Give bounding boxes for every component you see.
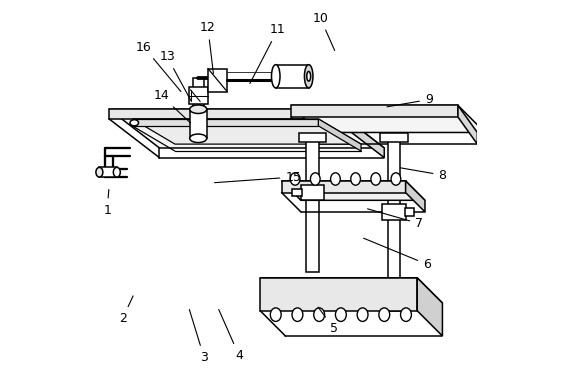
Polygon shape — [109, 109, 384, 148]
Polygon shape — [291, 105, 485, 133]
Polygon shape — [260, 278, 417, 311]
Polygon shape — [388, 140, 400, 311]
Ellipse shape — [304, 65, 313, 88]
Text: 1: 1 — [103, 189, 111, 217]
Ellipse shape — [351, 173, 361, 185]
Text: 12: 12 — [200, 21, 216, 74]
Ellipse shape — [371, 173, 380, 185]
Polygon shape — [417, 278, 442, 336]
Ellipse shape — [311, 173, 320, 185]
Ellipse shape — [270, 308, 281, 321]
Polygon shape — [382, 204, 405, 220]
Ellipse shape — [400, 308, 412, 321]
Text: 16: 16 — [136, 41, 181, 91]
Polygon shape — [208, 68, 227, 92]
Polygon shape — [109, 109, 334, 119]
Text: 9: 9 — [387, 93, 433, 107]
Polygon shape — [380, 133, 408, 142]
Polygon shape — [189, 87, 208, 104]
Polygon shape — [301, 185, 324, 200]
Polygon shape — [132, 119, 319, 126]
Ellipse shape — [190, 105, 207, 114]
Polygon shape — [193, 78, 204, 109]
Polygon shape — [334, 109, 384, 158]
Ellipse shape — [357, 308, 368, 321]
Ellipse shape — [314, 308, 324, 321]
Polygon shape — [299, 133, 326, 142]
Ellipse shape — [113, 167, 120, 177]
Ellipse shape — [307, 72, 311, 81]
Text: 8: 8 — [400, 168, 446, 182]
Ellipse shape — [379, 308, 390, 321]
Polygon shape — [306, 140, 319, 272]
Polygon shape — [190, 109, 207, 138]
Polygon shape — [132, 119, 361, 144]
Ellipse shape — [290, 173, 300, 185]
Text: 2: 2 — [119, 296, 133, 325]
Ellipse shape — [292, 308, 303, 321]
Polygon shape — [282, 181, 425, 200]
Ellipse shape — [190, 134, 207, 142]
Text: 6: 6 — [363, 238, 431, 271]
Ellipse shape — [336, 308, 346, 321]
Text: 15: 15 — [214, 170, 301, 184]
Ellipse shape — [331, 173, 340, 185]
Text: 14: 14 — [154, 89, 191, 123]
Text: 11: 11 — [250, 23, 286, 84]
Text: 3: 3 — [189, 310, 208, 364]
Ellipse shape — [272, 65, 280, 88]
Polygon shape — [405, 208, 414, 216]
Ellipse shape — [130, 120, 138, 126]
Polygon shape — [293, 189, 302, 196]
Ellipse shape — [96, 167, 103, 177]
Text: 4: 4 — [219, 310, 243, 362]
Polygon shape — [260, 278, 442, 303]
Polygon shape — [458, 105, 477, 144]
Ellipse shape — [391, 173, 401, 185]
Polygon shape — [276, 65, 308, 88]
Text: 10: 10 — [312, 12, 335, 51]
Text: 7: 7 — [367, 209, 423, 230]
Text: 5: 5 — [318, 307, 338, 335]
Polygon shape — [282, 181, 405, 193]
Text: 13: 13 — [159, 51, 191, 101]
Polygon shape — [319, 119, 361, 151]
Polygon shape — [405, 181, 425, 212]
Polygon shape — [99, 167, 117, 177]
Polygon shape — [291, 105, 458, 117]
